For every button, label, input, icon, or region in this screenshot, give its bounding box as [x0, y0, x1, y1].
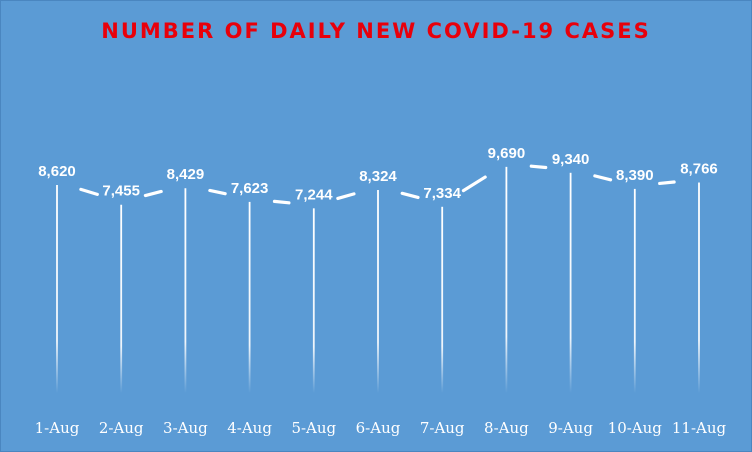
drop-lines [56, 166, 700, 393]
drop-line-6-Aug [377, 190, 379, 393]
drop-line-3-Aug [184, 188, 187, 393]
data-label-3-Aug: 8,429 [167, 166, 205, 183]
drop-line-4-Aug [248, 201, 251, 393]
series-segment-1-Aug [79, 187, 99, 196]
data-label-11-Aug: 8,766 [680, 161, 718, 178]
series-segment-6-Aug [400, 191, 420, 200]
drop-line-9-Aug [569, 172, 572, 393]
data-labels: 8,620 7,455 8,429 7,623 7,244 8,324 7,334 9,690… [38, 145, 718, 203]
drop-line-11-Aug [698, 182, 700, 393]
data-label-8-Aug: 9,690 [488, 145, 526, 162]
drop-line-1-Aug [56, 185, 58, 393]
x-tick-label-2-Aug: 2-Aug [99, 419, 144, 437]
series-segment-4-Aug [272, 199, 291, 205]
data-label-7-Aug: 7,334 [423, 185, 461, 202]
x-tick-label-7-Aug: 7-Aug [420, 419, 465, 437]
data-label-2-Aug: 7,455 [102, 183, 140, 200]
drop-line-7-Aug [441, 206, 444, 393]
data-label-9-Aug: 9,340 [552, 151, 590, 168]
x-tick-label-11-Aug: 11-Aug [672, 419, 727, 437]
x-axis: 1-Aug 2-Aug 3-Aug 4-Aug 5-Aug 6-Aug 7-Aug 8-Aug… [35, 419, 727, 437]
series-segment-10-Aug [658, 180, 676, 186]
data-label-1-Aug: 8,620 [38, 163, 76, 180]
drop-line-2-Aug [120, 204, 123, 393]
x-tick-label-5-Aug: 5-Aug [291, 419, 336, 437]
series-segment-2-Aug [143, 189, 163, 198]
data-label-5-Aug: 7,244 [295, 186, 333, 203]
x-tick-label-8-Aug: 8-Aug [484, 419, 529, 437]
drop-line-5-Aug [312, 208, 315, 393]
drop-line-8-Aug [505, 166, 508, 393]
x-tick-label-1-Aug: 1-Aug [35, 419, 80, 437]
data-label-6-Aug: 8,324 [359, 168, 397, 185]
data-label-10-Aug: 8,390 [616, 167, 654, 184]
drop-line-10-Aug [633, 188, 636, 393]
x-tick-label-6-Aug: 6-Aug [356, 419, 401, 437]
x-tick-label-10-Aug: 10-Aug [608, 419, 663, 437]
x-tick-label-9-Aug: 9-Aug [548, 419, 593, 437]
chart-title: NUMBER OF DAILY NEW COVID-19 CASES [101, 19, 651, 43]
series-segment-8-Aug [529, 164, 548, 170]
series-segment-7-Aug [461, 175, 487, 193]
data-label-4-Aug: 7,623 [231, 180, 269, 197]
series-line [79, 164, 676, 205]
x-tick-label-4-Aug: 4-Aug [227, 419, 272, 437]
series-segment-5-Aug [336, 192, 356, 201]
x-tick-label-3-Aug: 3-Aug [163, 419, 208, 437]
series-segment-3-Aug [208, 188, 227, 196]
series-segment-9-Aug [593, 174, 613, 182]
